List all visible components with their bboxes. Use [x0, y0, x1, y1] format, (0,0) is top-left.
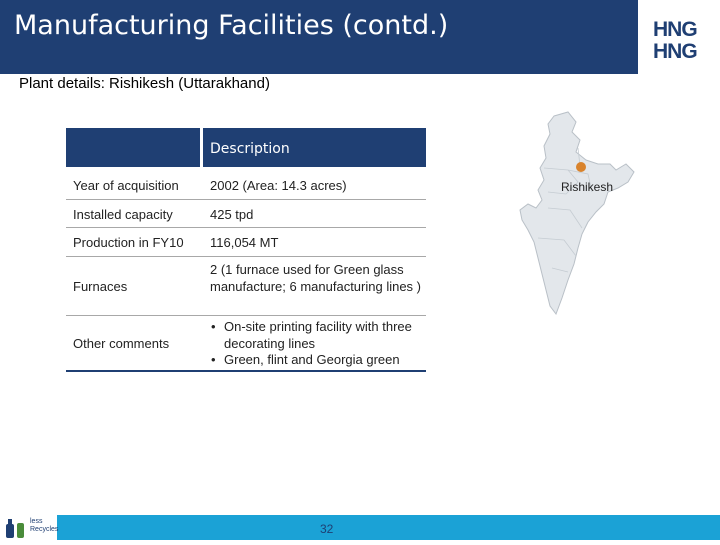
row-label-year: Year of acquisition	[73, 178, 179, 193]
row-label-production: Production in FY10	[73, 235, 184, 250]
comment-bullet: Green, flint and Georgia green	[210, 352, 424, 369]
row-label-capacity: Installed capacity	[73, 207, 173, 222]
logo-text-bottom: HNG	[653, 40, 697, 63]
row-value-comments: On-site printing facility with three dec…	[210, 319, 424, 369]
india-map	[519, 111, 635, 316]
bottle-icon	[6, 519, 24, 538]
logo-text-top: HNG	[653, 18, 697, 41]
row-label-furnaces: Furnaces	[73, 279, 128, 294]
hng-logo: HNG HNG	[653, 18, 698, 63]
rishikesh-marker	[576, 162, 586, 172]
footer-logo-text: less Recycles	[30, 518, 59, 533]
row-value-production: 116,054 MT	[210, 235, 279, 250]
page-number: 32	[320, 522, 334, 536]
table-bottom-border	[66, 370, 426, 372]
row-divider	[66, 256, 426, 257]
slide-title: Manufacturing Facilities (contd.)	[14, 10, 449, 41]
state-borders	[537, 147, 593, 273]
title-underline	[0, 72, 638, 74]
plant-subtitle: Plant details: Rishikesh (Uttarakhand)	[19, 75, 270, 92]
map-label-rishikesh: Rishikesh	[561, 180, 614, 194]
table-header-blank	[66, 128, 200, 167]
row-divider	[66, 227, 426, 228]
title-bar: Manufacturing Facilities (contd.)	[0, 0, 638, 72]
footer-logo: less Recycles	[0, 515, 59, 540]
row-value-capacity: 425 tpd	[210, 207, 254, 222]
row-divider	[66, 199, 426, 200]
footer-bar	[0, 515, 720, 540]
table-header-description	[203, 128, 426, 167]
row-value-furnaces: 2 (1 furnace used for Green glass manufa…	[210, 262, 421, 294]
table-header-label: Description	[210, 141, 290, 157]
india-outline	[519, 111, 635, 316]
row-value-year: 2002 (Area: 14.3 acres)	[210, 178, 347, 193]
comment-bullet: On-site printing facility with three dec…	[210, 319, 424, 352]
row-divider	[66, 315, 426, 316]
row-label-comments: Other comments	[73, 336, 170, 351]
